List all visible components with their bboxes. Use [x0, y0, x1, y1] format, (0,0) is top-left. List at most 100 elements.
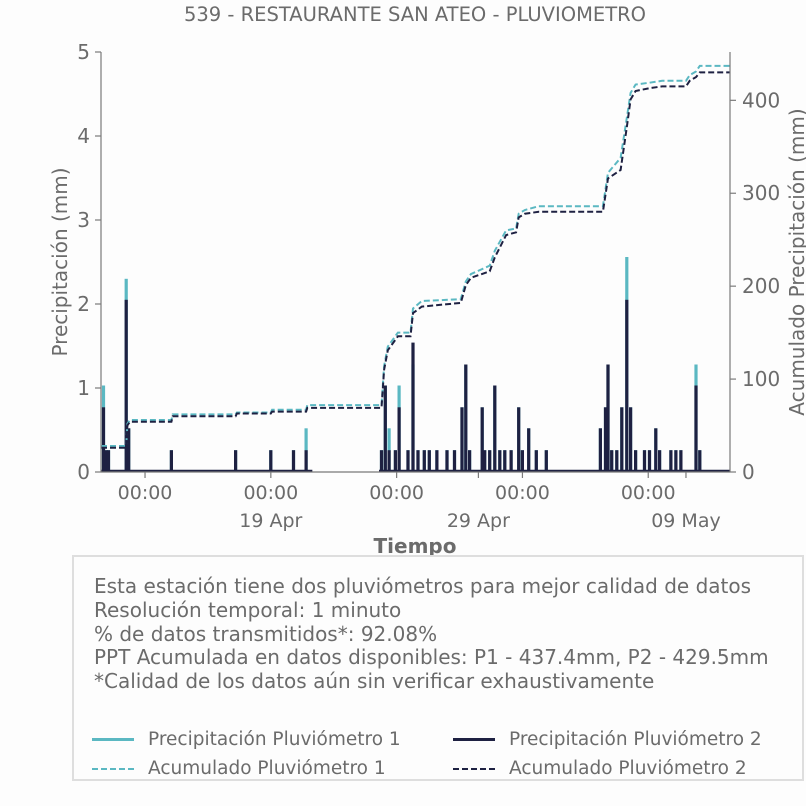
legend-swatch-solid	[453, 738, 495, 741]
precip-bar	[634, 450, 638, 472]
precip-bar	[679, 450, 683, 472]
legend-item-p1-precip: Precipitación Pluviómetro 1	[92, 729, 401, 750]
precip-bar	[615, 450, 619, 472]
precip-bar	[483, 450, 487, 472]
left-y-tick-label: 0	[77, 460, 90, 484]
info-line: PPT Acumulada en datos disponibles: P1 -…	[94, 645, 769, 670]
legend-swatch-dashed	[453, 767, 495, 770]
precip-bar	[101, 407, 106, 472]
precip-bar	[658, 450, 662, 472]
right-y-axis-title: Acumulado Precipitación (mm)	[785, 108, 806, 415]
x-time-label: 00:00	[243, 482, 298, 504]
x-time-label: 00:00	[369, 482, 424, 504]
precip-bar	[544, 450, 548, 472]
precip-bar	[291, 450, 296, 472]
cumulative-line	[101, 64, 730, 447]
precip-bar	[620, 407, 624, 472]
precip-bar	[387, 450, 391, 472]
precip-bar	[387, 428, 391, 472]
precip-bar	[642, 450, 647, 472]
precip-bar	[517, 407, 521, 472]
precip-bar	[460, 407, 464, 472]
left-y-tick-label: 1	[77, 376, 90, 400]
precip-bar	[416, 450, 420, 472]
precip-bar	[610, 450, 614, 472]
precip-bar	[445, 450, 449, 472]
precip-bar	[304, 428, 308, 472]
precip-bar	[509, 450, 513, 472]
legend-item-p1-acum: Acumulado Pluviómetro 1	[92, 758, 386, 779]
precip-bar	[698, 450, 702, 472]
x-date-label: 09 May	[651, 510, 721, 532]
right-y-tick-label: 200	[742, 274, 780, 298]
precip-bar	[397, 407, 401, 472]
left-y-tick-label: 3	[77, 208, 90, 232]
precip-bar	[104, 450, 108, 472]
info-line: % de datos transmitidos*: 92.08%	[94, 621, 438, 646]
info-box: Esta estación tiene dos pluviómetros par…	[72, 555, 804, 781]
precip-bar	[493, 385, 497, 472]
precip-bar	[406, 450, 410, 472]
legend-swatch-solid	[92, 738, 134, 741]
x-time-label: 00:00	[118, 482, 173, 504]
precip-bar	[598, 428, 602, 472]
precip-bar	[468, 450, 472, 472]
x-time-label: 00:00	[621, 482, 676, 504]
x-date-label: 19 Apr	[239, 510, 302, 532]
precip-bar	[488, 450, 492, 472]
left-y-axis-title: Precipitación (mm)	[48, 167, 72, 356]
precip-bar	[647, 450, 652, 472]
chart-title: 539 - RESTAURANTE SAN ATEO - PLUVIOMETRO	[184, 3, 646, 26]
legend-swatch-dashed	[92, 767, 134, 770]
precip-bar	[674, 450, 678, 472]
precip-bar	[464, 364, 468, 472]
info-line: Resolución temporal: 1 minuto	[94, 597, 402, 622]
precip-bar	[234, 450, 238, 472]
precip-bar	[534, 450, 538, 472]
precip-bar	[625, 299, 629, 472]
right-y-tick-label: 0	[742, 460, 755, 484]
precip-bar	[106, 450, 111, 472]
right-y-tick-label: 400	[742, 88, 780, 112]
info-line: Esta estación tiene dos pluviómetros par…	[94, 574, 752, 598]
precip-bar	[169, 450, 173, 472]
x-time-label: 00:00	[495, 482, 550, 504]
legend-label: Precipitación Pluviómetro 1	[148, 729, 401, 750]
cumulative-line	[101, 71, 730, 449]
legend-label: Acumulado Pluviómetro 1	[148, 758, 386, 779]
precip-bar	[480, 407, 484, 472]
precip-bar	[379, 450, 384, 472]
legend-item-p2-acum: Acumulado Pluviómetro 2	[453, 758, 747, 779]
legend: Precipitación Pluviómetro 1 Precipitació…	[92, 729, 792, 789]
left-y-tick-label: 5	[77, 40, 90, 64]
precip-bar	[503, 450, 507, 472]
precip-bar	[669, 450, 673, 472]
precip-bar	[435, 450, 439, 472]
right-y-tick-label: 100	[742, 367, 780, 391]
legend-label: Precipitación Pluviómetro 2	[509, 729, 762, 750]
precip-bar	[606, 364, 610, 472]
legend-label: Acumulado Pluviómetro 2	[509, 758, 747, 779]
precip-bar	[422, 450, 426, 472]
info-text: Esta estación tiene dos pluviómetros par…	[94, 574, 769, 694]
precip-bar	[124, 299, 128, 472]
precip-bar	[498, 450, 502, 472]
precip-bar	[520, 450, 524, 472]
precip-bar	[393, 450, 397, 472]
precip-bar	[452, 450, 457, 472]
left-y-tick-label: 2	[77, 292, 90, 316]
precip-bar	[629, 407, 633, 472]
precip-bar	[654, 428, 658, 472]
precip-bar	[411, 342, 415, 472]
precip-bar	[127, 428, 131, 472]
precip-bar	[694, 385, 698, 472]
precip-bar	[383, 385, 387, 472]
info-line: *Calidad de los datos aún sin verificar …	[94, 669, 655, 694]
right-y-tick-label: 300	[742, 181, 780, 205]
legend-item-p2-precip: Precipitación Pluviómetro 2	[453, 729, 762, 750]
x-axis-title: Tiempo	[374, 534, 457, 558]
precip-bar	[603, 407, 608, 472]
x-date-label: 29 Apr	[447, 510, 510, 532]
precip-bar	[427, 450, 431, 472]
